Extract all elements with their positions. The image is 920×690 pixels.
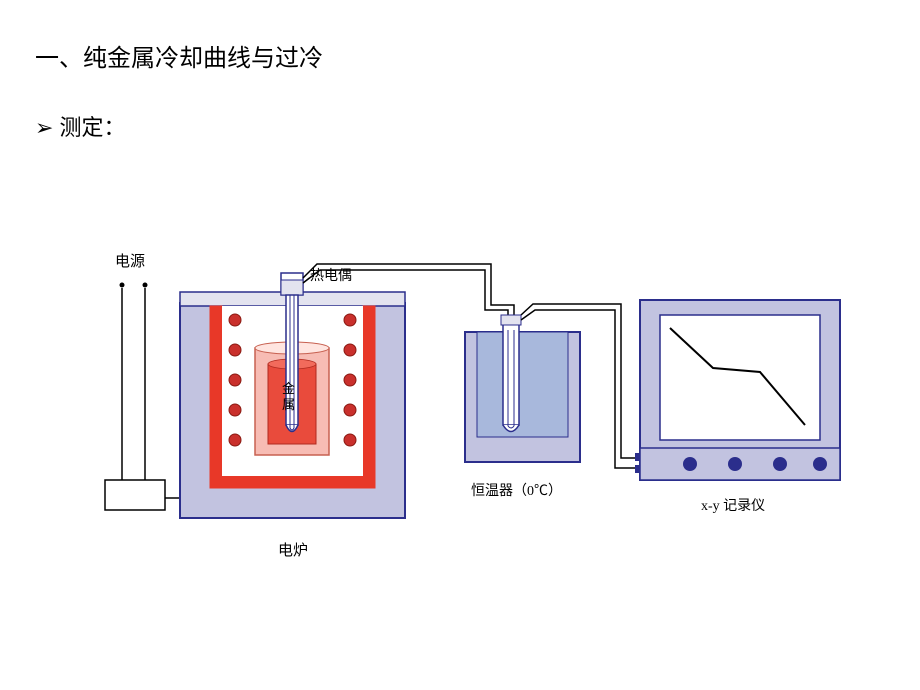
apparatus-diagram: 电源 bbox=[85, 220, 875, 590]
subtitle-text: 测定： bbox=[59, 115, 125, 140]
label-furnace: 电炉 bbox=[278, 542, 308, 559]
label-metal-2: 属 bbox=[282, 397, 295, 412]
label-power: 电源 bbox=[115, 253, 145, 270]
diagram-svg: 电源 bbox=[85, 220, 875, 590]
furnace: 金 属 bbox=[180, 273, 405, 518]
power-box bbox=[105, 480, 165, 510]
label-metal-1: 金 bbox=[282, 381, 295, 396]
label-recorder: x-y 记录仪 bbox=[701, 498, 765, 514]
page-subtitle: ➢测定： bbox=[35, 110, 125, 142]
label-thermostat: 恒温器（0℃） bbox=[471, 483, 562, 499]
bullet-icon: ➢ bbox=[35, 115, 53, 141]
xy-recorder bbox=[635, 300, 840, 480]
page-title: 一、纯金属冷却曲线与过冷 bbox=[35, 38, 323, 73]
thermostat bbox=[465, 315, 580, 462]
